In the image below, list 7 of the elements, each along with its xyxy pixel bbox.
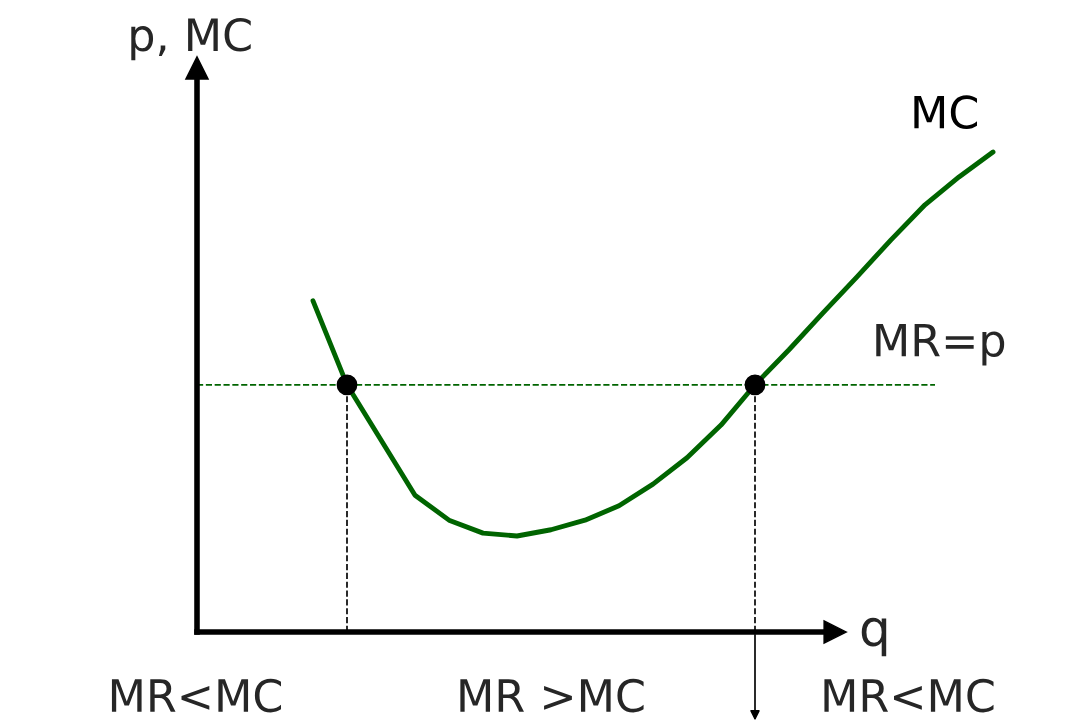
text: MR >MC — [460, 678, 644, 713]
series-label: MC — [914, 95, 977, 129]
ref-line-label: MR=p — [876, 323, 1005, 366]
text: MR<MC — [111, 678, 282, 713]
text: MR<MC — [824, 678, 994, 713]
y-axis-title: p, MC — [131, 17, 251, 61]
x-axis-title: q — [861, 617, 887, 657]
